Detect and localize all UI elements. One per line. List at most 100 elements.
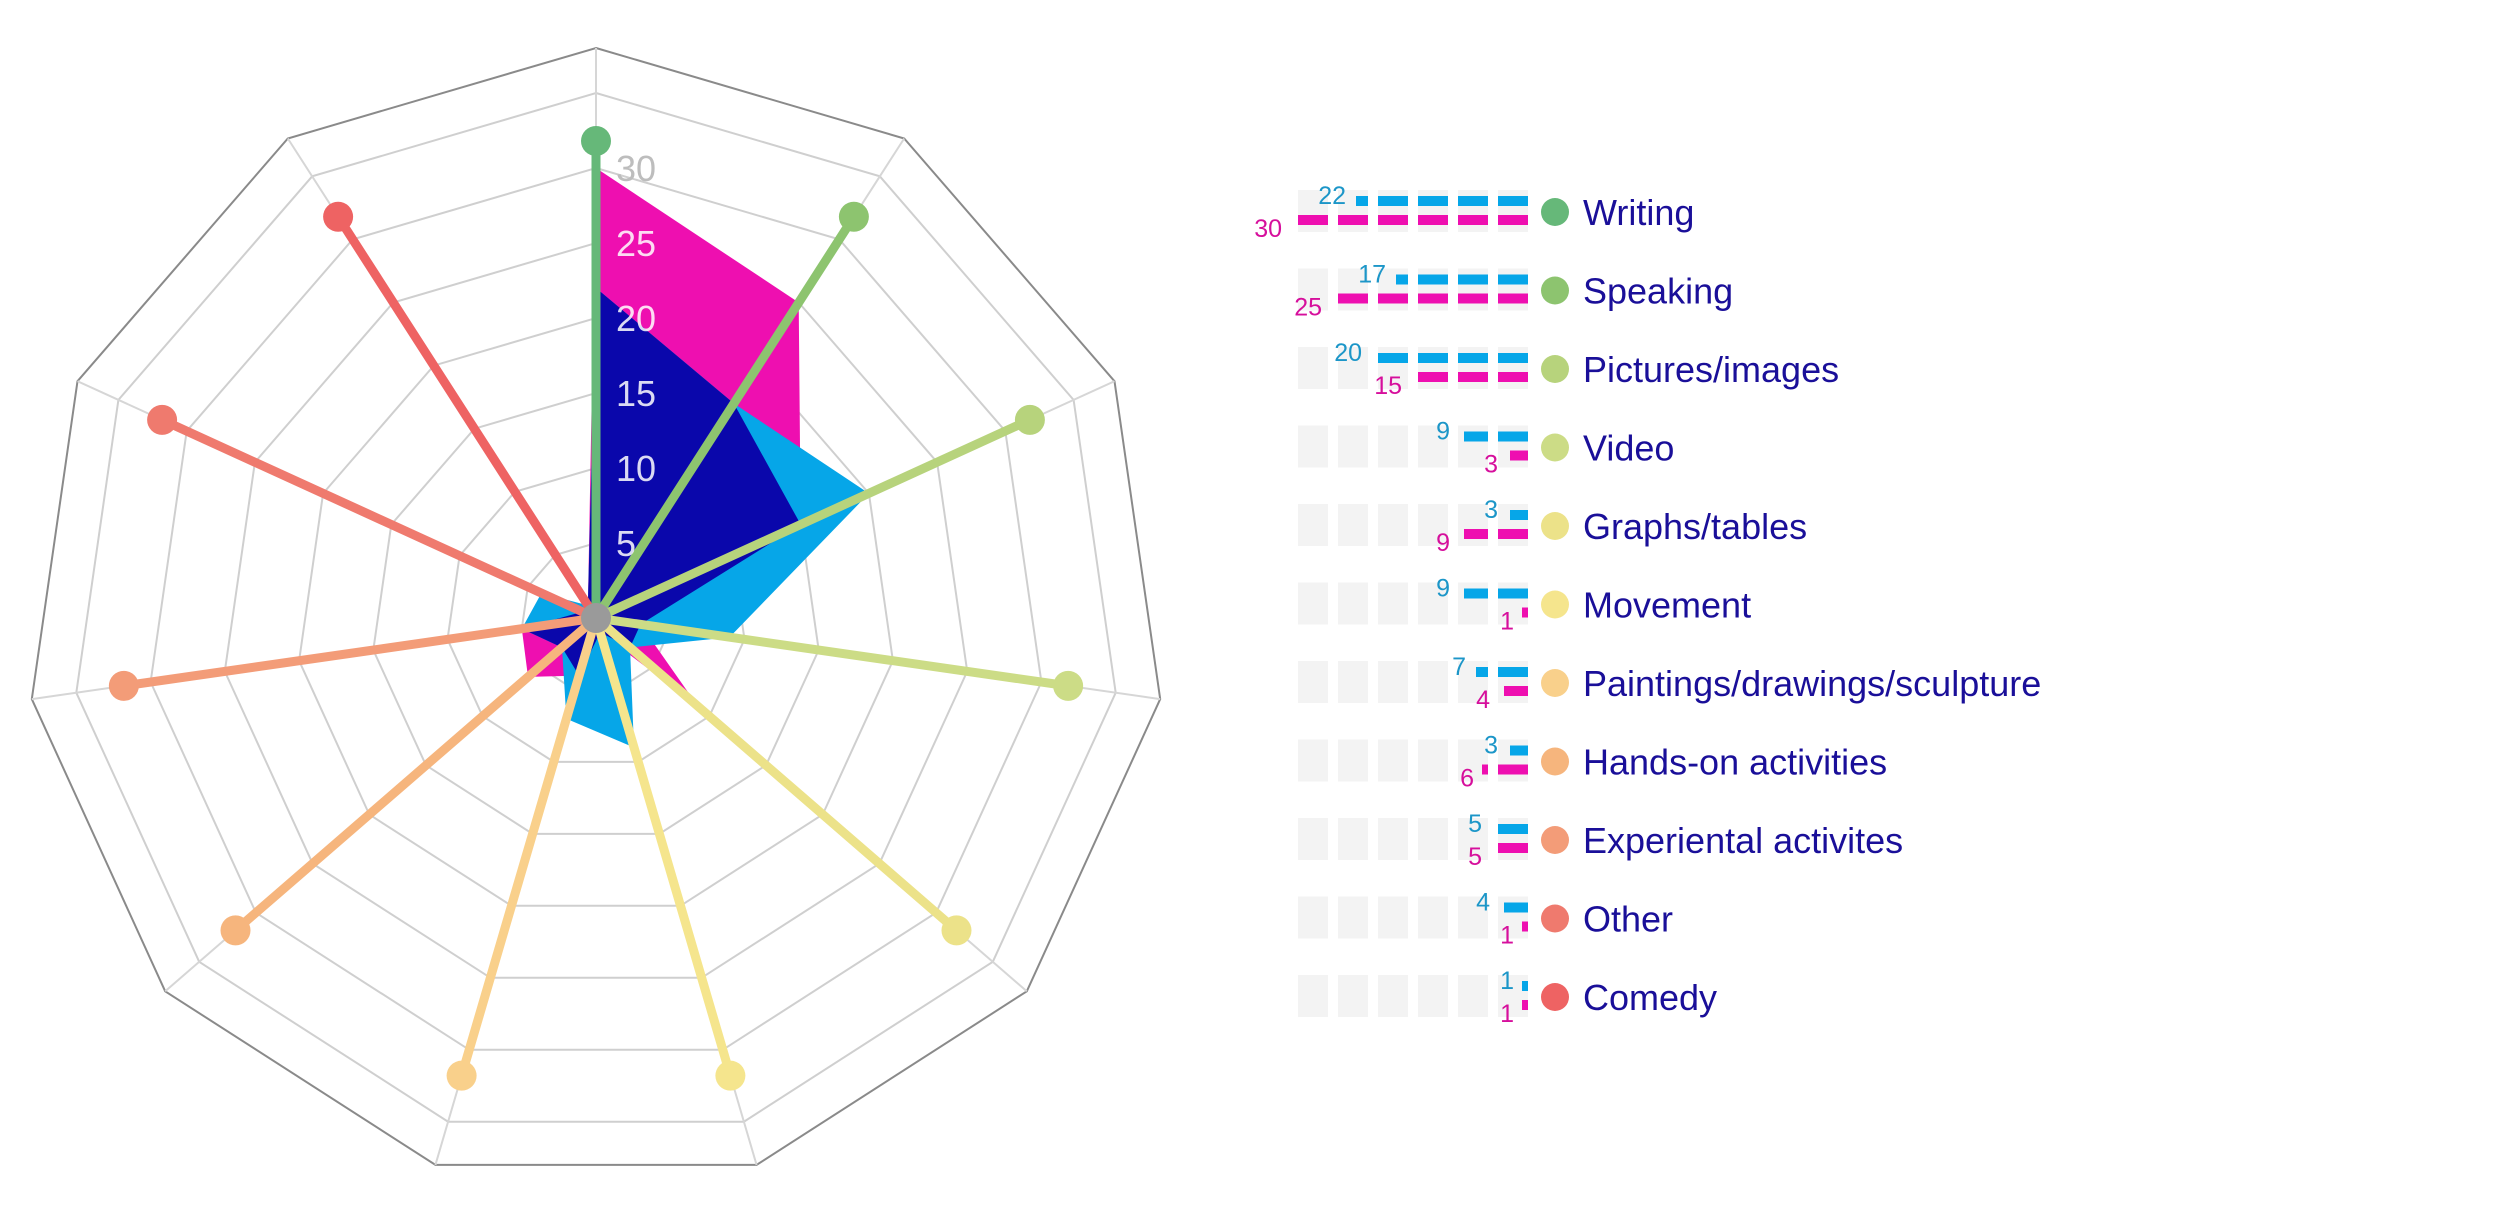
category-label: Writing [1583, 192, 1694, 233]
bar-track-cell [1418, 739, 1448, 782]
pink-bar-segment [1458, 215, 1488, 225]
bar-track-cell [1458, 896, 1488, 939]
legend-dot [1541, 276, 1569, 305]
bar-track-cell [1418, 425, 1448, 468]
blue-value-label: 4 [1476, 889, 1490, 917]
bar-track-cell [1378, 504, 1408, 546]
legend-row-2: 17 25 Speaking [1294, 261, 1733, 322]
bar-track-cell [1298, 896, 1328, 939]
pink-bar-segment [1498, 372, 1528, 382]
spoke-7 [457, 613, 601, 1081]
category-label: Experiental activites [1583, 820, 1903, 861]
blue-bar-segment [1498, 588, 1528, 599]
spoke-dot-5 [941, 915, 972, 946]
blue-bar-segment [1356, 196, 1368, 206]
bar-track-cell [1298, 347, 1328, 389]
legend-row-9: 5 5 Experiental activites [1298, 810, 1903, 871]
pink-value-label: 9 [1436, 529, 1450, 557]
bar-track-cell [1418, 975, 1448, 1017]
pink-bar-segment [1510, 450, 1528, 461]
spoke-dot-10 [147, 404, 178, 435]
blue-bar-segment [1510, 745, 1528, 756]
radar-grid-ring [298, 316, 894, 907]
legend-row-3: 20 15 Pictures/images [1298, 339, 1839, 400]
spoke-6 [591, 613, 735, 1081]
blue-value-label: 3 [1484, 496, 1498, 524]
pink-bar-segment [1418, 372, 1448, 382]
bar-track-cell [1378, 739, 1408, 782]
spoke-dot-1 [581, 126, 611, 156]
category-label: Hands-on activities [1583, 742, 1887, 783]
bar-track-cell [1418, 896, 1448, 939]
blue-bar-segment [1498, 196, 1528, 206]
category-label: Other [1583, 899, 1673, 940]
blue-bar-segment [1504, 902, 1528, 913]
pink-bar-segment [1504, 686, 1528, 696]
blue-bar-segment [1498, 824, 1528, 834]
pink-bar-segment [1298, 215, 1328, 225]
pink-value-label: 4 [1476, 686, 1490, 714]
legend-row-1: 22 30 Writing [1254, 182, 1694, 243]
pink-bar-segment [1498, 215, 1528, 225]
blue-bar-segment [1498, 431, 1528, 442]
spoke-3 [591, 415, 1035, 623]
spoke-dot-7 [446, 1060, 477, 1091]
pink-value-label: 1 [1500, 608, 1514, 636]
legend-row-11: 1 1 Comedy [1298, 967, 1717, 1028]
pink-bar-segment [1522, 607, 1528, 618]
spoke-dot-6 [715, 1060, 746, 1091]
radial-tick-label: 10 [616, 448, 656, 489]
legend-dot [1541, 747, 1569, 776]
pink-value-label: 6 [1460, 765, 1474, 793]
blue-bar-segment [1476, 667, 1488, 677]
pink-bar-segment [1338, 293, 1368, 304]
pink-bar-segment [1338, 215, 1368, 225]
radial-tick-labels: 5 10 15 20 25 30 [616, 148, 656, 564]
legend-dot [1541, 669, 1569, 697]
radar-outer-frame [30, 46, 1162, 1166]
legend-row-10: 41 Other [1298, 889, 1673, 950]
bar-track-cell [1458, 818, 1488, 860]
bar-track-cell [1378, 582, 1408, 625]
radial-tick-label: 30 [616, 148, 656, 189]
blue-value-label: 9 [1436, 575, 1450, 603]
pink-bar-segment [1418, 215, 1448, 225]
legend-dot [1541, 433, 1569, 462]
bar-track-cell [1338, 661, 1368, 703]
pink-bar-segment [1378, 293, 1408, 304]
spoke-10 [157, 415, 601, 623]
legend-dot [1541, 983, 1569, 1011]
pink-value-label: 15 [1374, 372, 1402, 400]
bar-track-cell [1338, 347, 1368, 389]
blue-value-label: 3 [1484, 732, 1498, 760]
spoke-2 [591, 212, 859, 623]
spoke-dot-2 [838, 201, 869, 232]
pink-value-label: 1 [1500, 922, 1514, 950]
spoke-5 [591, 613, 961, 935]
bar-track-cell [1338, 739, 1368, 782]
legend-row-7: 74 Paintings/drawings/sculpture [1298, 653, 2041, 714]
spoke-8 [231, 613, 601, 935]
bar-track-cell [1378, 975, 1408, 1017]
blue-value-label: 9 [1436, 418, 1450, 446]
category-label: Video [1583, 428, 1674, 469]
legend-row-6: 9 1 Movement [1298, 575, 1751, 636]
legend-dot [1541, 355, 1569, 383]
legend-dot [1541, 590, 1569, 619]
pink-bar-segment [1498, 764, 1528, 775]
bar-track-cell [1338, 425, 1368, 468]
radar-grid-ring [223, 241, 969, 979]
blue-value-label: 20 [1334, 339, 1362, 367]
bar-track-cell [1418, 582, 1448, 625]
category-label: Paintings/drawings/sculpture [1583, 663, 2041, 704]
legend-dot [1541, 512, 1569, 540]
pink-bar-segment [1458, 372, 1488, 382]
bar-track-cell [1458, 975, 1488, 1017]
spoke-9 [119, 613, 601, 691]
pink-value-label: 3 [1484, 451, 1498, 479]
blue-bar-segment [1498, 353, 1528, 363]
blue-bar-segment [1498, 667, 1528, 677]
category-label: Movement [1583, 585, 1751, 626]
legend-dot [1541, 826, 1569, 854]
